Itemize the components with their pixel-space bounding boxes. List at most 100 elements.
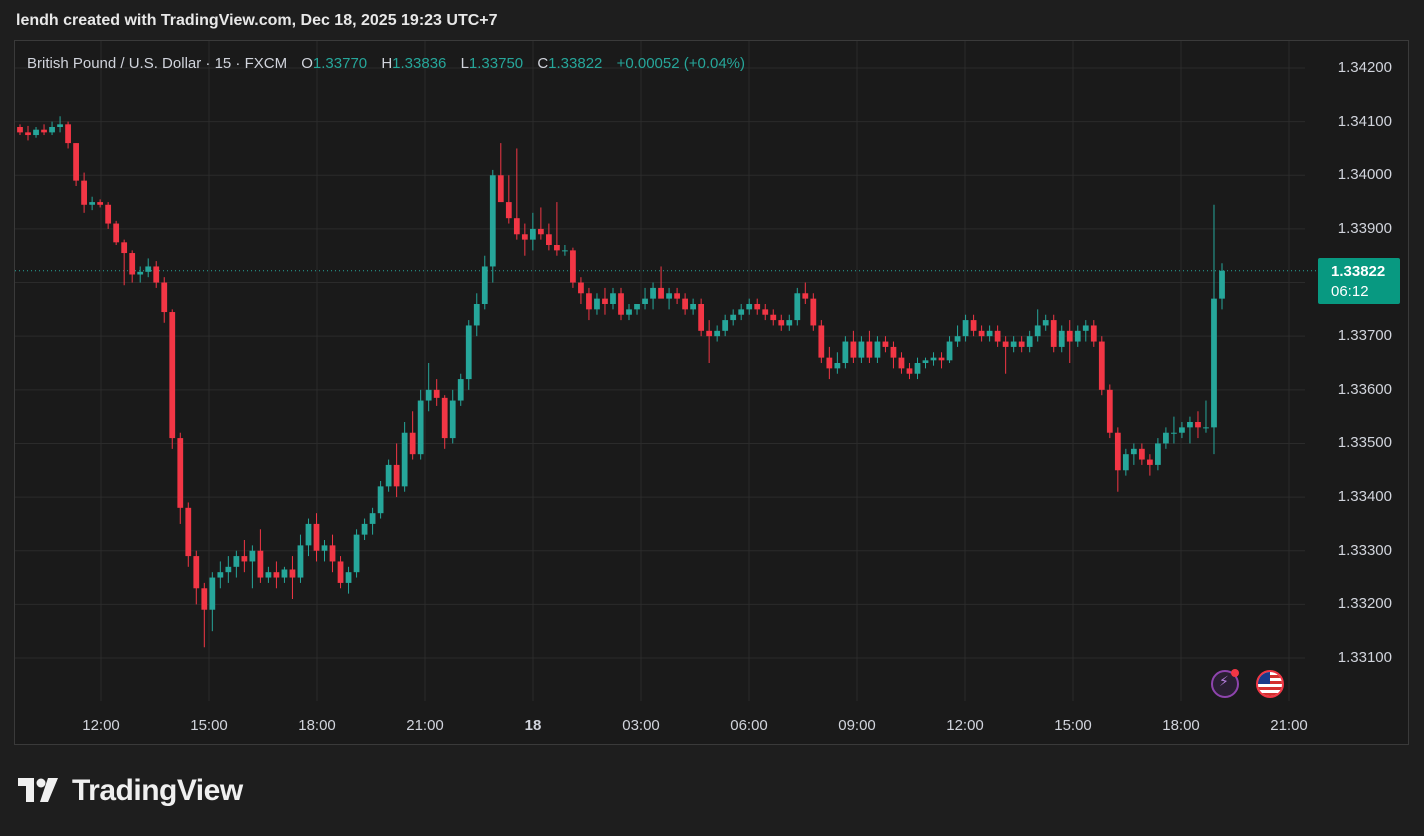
candle [706, 320, 713, 363]
candle-body [481, 266, 488, 304]
candle-body [321, 545, 328, 551]
candle [946, 336, 953, 363]
candle-body [818, 325, 825, 358]
candle-body [433, 389, 440, 398]
candle-body [217, 572, 224, 578]
candle-body [698, 304, 705, 331]
candle-body [137, 271, 144, 275]
candle-body [626, 309, 632, 315]
symbol-label[interactable]: British Pound / U.S. Dollar · 15 · FXCM [27, 55, 288, 72]
candle [81, 172, 87, 213]
candle [1179, 422, 1185, 439]
candle-body [441, 397, 448, 439]
candle-body [273, 572, 280, 578]
candle [1066, 320, 1073, 363]
candle [385, 459, 392, 492]
candle-body [505, 202, 512, 219]
candle [594, 293, 600, 315]
candle [513, 148, 520, 240]
candle-body [1138, 448, 1145, 460]
candle-body [313, 523, 320, 551]
candle-body [209, 577, 216, 610]
candle [305, 518, 312, 557]
low-value: 1.33750 [468, 55, 524, 72]
candle [297, 534, 304, 583]
candle-body [922, 360, 929, 363]
candle [289, 556, 296, 599]
candle-body [161, 282, 168, 313]
notification-dot [1231, 669, 1239, 677]
candle-body [810, 298, 817, 326]
candle [1114, 427, 1121, 492]
candle [393, 443, 400, 498]
candle-body [874, 341, 881, 358]
candle-body [121, 242, 128, 254]
candle [273, 561, 280, 589]
tradingview-logo[interactable]: TradingView [18, 774, 243, 808]
candle-body [33, 129, 39, 136]
candle-body [634, 304, 640, 310]
candle [145, 258, 152, 278]
candle-body [962, 320, 969, 337]
candle [401, 422, 408, 492]
candle [1050, 314, 1057, 353]
candle-body [1187, 422, 1193, 428]
low-label: L [460, 55, 469, 72]
candle [634, 304, 640, 315]
candle-body [794, 293, 801, 321]
candle [17, 124, 23, 136]
candle [489, 169, 496, 283]
candle-body [674, 293, 680, 299]
candle-body [1211, 298, 1217, 428]
candle-body [554, 245, 560, 251]
candle-body [265, 572, 272, 578]
candle [329, 534, 336, 573]
chart-panel[interactable]: British Pound / U.S. Dollar · 15 · FXCM … [14, 40, 1409, 745]
candle-body [986, 330, 993, 337]
candle [249, 545, 256, 589]
candle-body [578, 282, 584, 294]
candle [361, 518, 368, 540]
candle-body [249, 550, 256, 562]
x-tick-label: 15:00 [1054, 717, 1092, 734]
candlestick-chart[interactable] [15, 41, 1408, 744]
candle-body [457, 379, 464, 401]
candle-body [233, 556, 240, 567]
candle [1219, 263, 1225, 310]
candle-body [730, 314, 737, 321]
candle [1155, 438, 1161, 471]
candle [562, 245, 568, 256]
candle-body [570, 250, 576, 283]
candle [105, 202, 112, 229]
candle-body [722, 320, 729, 331]
candle-body [17, 127, 23, 133]
candle-body [930, 357, 937, 361]
candle [626, 304, 632, 321]
candle [858, 336, 865, 363]
candle [722, 314, 729, 337]
candle [930, 352, 937, 366]
candle-body [297, 545, 304, 578]
candle-body [529, 228, 536, 240]
candle [554, 202, 560, 256]
candle-body [1050, 320, 1057, 347]
candle [1082, 320, 1089, 342]
close-label: C [537, 55, 549, 72]
candle-body [714, 330, 721, 337]
candle-body [393, 464, 400, 487]
candle-body [1042, 320, 1049, 326]
candle [1171, 416, 1177, 444]
y-tick-label: 1.33300 [1337, 541, 1392, 559]
y-tick-label: 1.34000 [1337, 166, 1392, 184]
candle [1211, 204, 1217, 455]
x-tick-label: 21:00 [406, 717, 444, 734]
us-flag-icon[interactable] [1256, 670, 1284, 698]
candle [1074, 325, 1081, 347]
candle-body [778, 320, 785, 326]
candle [225, 556, 232, 583]
open-label: O [301, 55, 313, 72]
candle-body [1179, 427, 1185, 433]
candle [1058, 325, 1065, 353]
candle [537, 207, 544, 240]
candle [682, 293, 688, 315]
